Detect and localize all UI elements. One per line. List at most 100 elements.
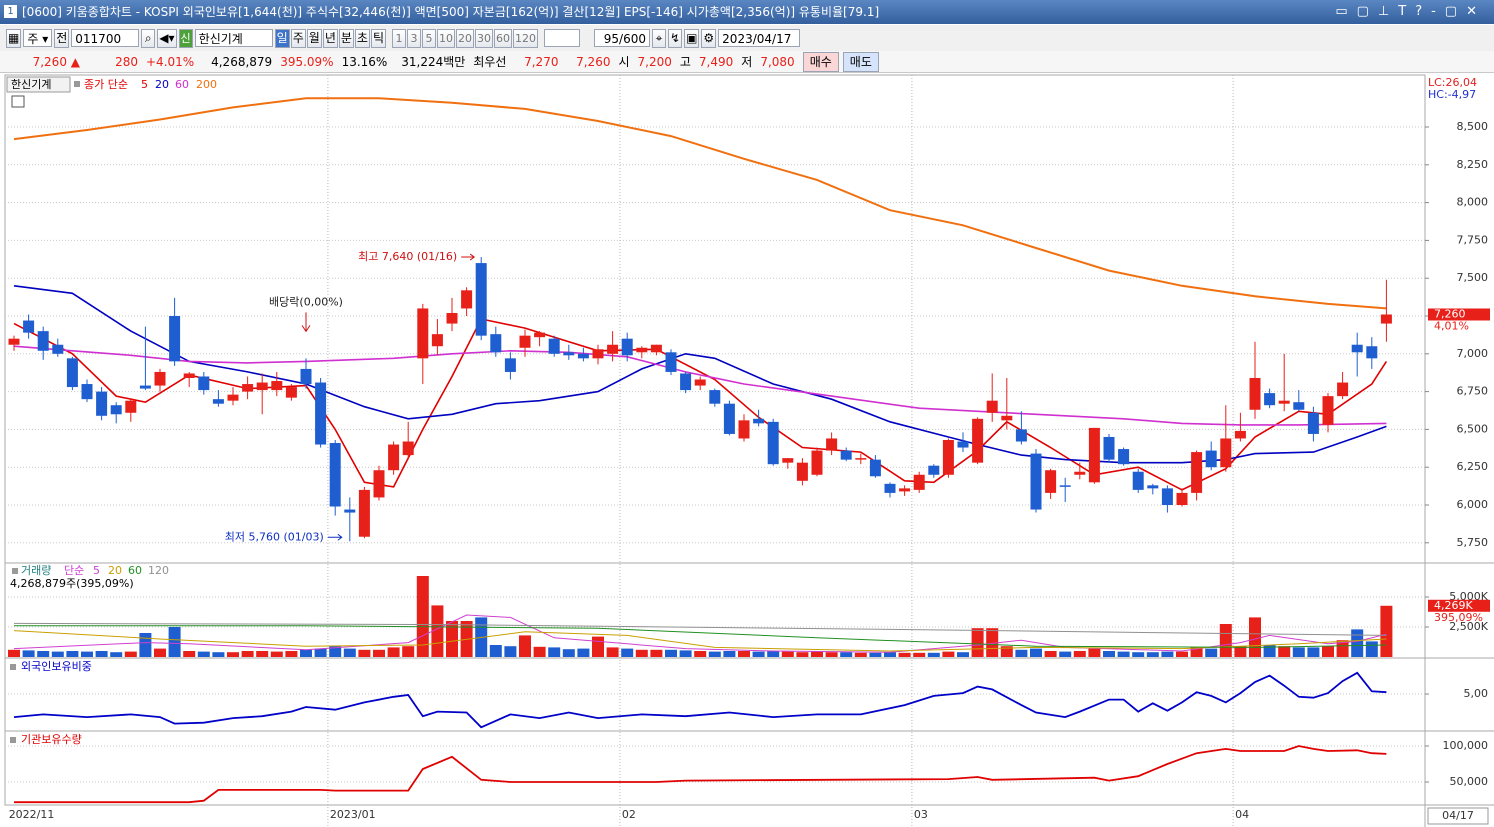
volume-ma-line — [13, 614, 1387, 653]
interval-button[interactable]: 년 — [322, 28, 338, 48]
volume-bar — [1234, 646, 1247, 657]
interval-button[interactable]: 초 — [354, 28, 370, 48]
period-select[interactable]: 주 ▾ — [23, 29, 53, 47]
turnover: 13.16% — [341, 54, 388, 69]
candle-body — [417, 308, 429, 359]
candle-body — [753, 418, 765, 424]
volume-bar — [1146, 652, 1159, 657]
volume-bar — [168, 626, 181, 657]
interval-button[interactable]: 주 — [290, 28, 306, 48]
candle-body — [1074, 471, 1086, 475]
volume-bar — [212, 652, 225, 657]
annotation: 최저 5,760 (01/03) — [225, 530, 324, 543]
candle-body — [884, 483, 896, 493]
tool-button[interactable]: ▣ — [684, 28, 700, 48]
candle-body — [694, 379, 706, 386]
volume-bar — [898, 652, 911, 657]
y-tick-label: 50,000 — [1450, 775, 1489, 788]
candle-body — [52, 344, 64, 354]
volume-bar — [767, 650, 780, 657]
empty-select[interactable] — [544, 29, 580, 47]
volume-bar — [1103, 650, 1115, 657]
candle-body — [1176, 492, 1188, 505]
badge: 신 — [178, 28, 193, 48]
unit-button[interactable]: 30 — [475, 28, 493, 48]
layout-button[interactable]: ▦ — [6, 28, 22, 48]
legend-name: 한신기계 — [11, 78, 51, 91]
unit-button[interactable]: 5 — [422, 28, 436, 48]
volume-bar — [679, 650, 692, 657]
sell-button[interactable]: 매도 — [842, 51, 879, 72]
interval-button[interactable]: 일 — [274, 28, 290, 48]
candle-body — [1001, 415, 1013, 421]
candle-body — [139, 385, 151, 389]
unit-button[interactable]: 3 — [407, 28, 421, 48]
tool-button[interactable]: ⌖ — [652, 28, 666, 48]
candle-body — [66, 358, 78, 388]
volume-bar — [241, 650, 254, 657]
volume-bar — [270, 651, 283, 657]
x-tick-label: 02 — [622, 808, 636, 821]
x-tick-label: 03 — [914, 808, 928, 821]
candle-body — [315, 382, 327, 445]
prev-button[interactable]: 전 — [54, 28, 70, 48]
volume-bar — [285, 650, 298, 657]
code-input[interactable]: 011700 — [71, 29, 140, 47]
calendar-icon — [11, 95, 25, 108]
candle-body — [1278, 400, 1290, 404]
candle-body — [154, 371, 166, 386]
candle-body — [650, 344, 662, 353]
volume-bar — [51, 651, 64, 657]
legend-swatch — [74, 81, 80, 87]
change-label: 4,01% — [1434, 319, 1469, 332]
legend-entry: 5 — [93, 564, 100, 577]
window-buttons[interactable]: ▭▢⊥T?-▢✕ — [1335, 4, 1486, 19]
unit-button[interactable]: 1 — [392, 28, 406, 48]
low-label: 저 — [741, 55, 753, 69]
sound-button[interactable]: ◀▾ — [157, 28, 177, 48]
candle-body — [125, 400, 137, 413]
volume-bar — [110, 652, 123, 657]
unit-button[interactable]: 120 — [513, 28, 538, 48]
volume-bar — [708, 651, 721, 657]
volume-bar — [1336, 640, 1349, 657]
settings-button[interactable]: ⚙ — [701, 28, 717, 48]
search-button[interactable]: ⌕ — [141, 28, 156, 48]
candle-body — [796, 462, 808, 481]
bid: 7,260 — [576, 54, 611, 69]
candle-body — [592, 349, 604, 359]
candle-body — [475, 263, 487, 336]
x-tick-label: 2022/11 — [9, 808, 55, 821]
candle-body — [37, 331, 49, 351]
interval-button[interactable]: 월 — [306, 28, 322, 48]
name-input[interactable]: 한신기계 — [194, 29, 273, 47]
interval-button[interactable]: 틱 — [370, 28, 386, 48]
candle-body — [169, 316, 181, 362]
volume-ma-line — [13, 630, 1387, 652]
amount: 31,224백만 — [401, 55, 466, 69]
buy-button[interactable]: 매수 — [802, 51, 839, 72]
candle-body — [869, 459, 881, 477]
y-tick-label: 100,000 — [1443, 739, 1489, 752]
legend-swatch — [10, 664, 16, 670]
unit-button[interactable]: 20 — [456, 28, 474, 48]
unit-button[interactable]: 60 — [494, 28, 512, 48]
volume-bar — [154, 648, 166, 657]
unit-group: 1 3 5 10 20 30 60 120 — [392, 28, 538, 48]
unit-button[interactable]: 10 — [437, 28, 455, 48]
volume-bar — [139, 632, 152, 657]
count-input[interactable]: 95/600 — [594, 29, 650, 47]
volume-bar — [1307, 647, 1320, 657]
volume-ratio: 395.09% — [280, 54, 334, 69]
volume-bar — [825, 652, 838, 657]
volume-bar — [22, 650, 35, 657]
candle-body — [782, 458, 794, 463]
tool-button[interactable]: ↯ — [668, 28, 683, 48]
interval-button[interactable]: 분 — [338, 28, 354, 48]
high-label: 고 — [679, 55, 691, 69]
indicator-line — [13, 671, 1387, 729]
volume-bar — [1219, 623, 1232, 657]
y-tick-label: 2,500K — [1449, 620, 1488, 633]
volume-bar — [533, 646, 546, 657]
